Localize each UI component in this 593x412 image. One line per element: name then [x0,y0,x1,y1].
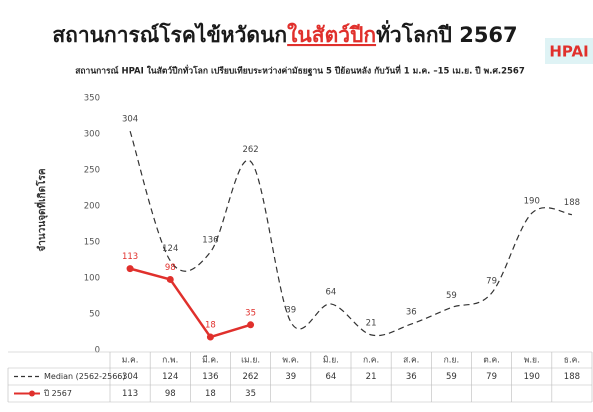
x-tick-label: ส.ค. [403,356,419,366]
table-value: 262 [242,372,258,382]
y-tick-label: 150 [84,238,100,248]
data-label: 124 [162,244,178,254]
y-tick-label: 350 [84,94,100,104]
marker [126,265,134,273]
badge-box [545,38,593,64]
data-label: 79 [486,277,497,287]
table-value: 35 [245,389,256,399]
data-label: 262 [242,145,258,155]
y-tick-label: 200 [84,202,100,212]
y-tick-label: 100 [84,274,100,284]
x-tick-label: ก.ค. [363,356,379,366]
x-tick-label: พ.ค. [282,356,299,366]
table-value: 124 [162,372,178,382]
title-highlight: ในสัตว์ปีก [287,22,376,47]
data-label: 304 [122,115,138,125]
badge: HPAI [549,43,588,61]
data-label: 35 [245,308,256,318]
marker [206,333,214,341]
table-value: 36 [406,372,417,382]
table-value: 79 [486,372,497,382]
table-value: 21 [366,372,377,382]
table-value: 190 [524,372,540,382]
x-tick-label: ธ.ค. [564,356,580,366]
table-value: 18 [205,389,216,399]
table-value: 59 [446,372,457,382]
x-tick-label: เม.ย. [241,356,260,366]
data-label: 113 [122,252,138,262]
y-tick-label: 50 [89,310,100,320]
y-tick-label: 0 [95,346,100,356]
legend-label: Median (2562-2566) [44,372,126,381]
data-label: 188 [564,198,580,208]
chart-title: สถานการณ์โรคไข้หวัดนกในสัตว์ปีกทั่วโลกปี… [52,19,517,47]
table-value: 98 [165,389,176,399]
table-value: 39 [285,372,296,382]
data-label: 39 [285,305,296,315]
x-tick-label: ต.ค. [483,356,500,366]
legend-marker [29,390,35,397]
data-label: 190 [524,197,540,207]
marker [166,275,174,283]
x-tick-label: มิ.ย. [323,356,339,366]
data-label: 59 [446,291,457,301]
data-label: 64 [326,287,337,297]
subtitle: สถานการณ์ HPAI ในสัตว์ปีกทั่วโลก เปรียบเ… [75,64,525,77]
title-part: ทั่วโลกปี 2567 [376,19,518,47]
y-tick-label: 250 [84,166,100,176]
x-tick-label: ก.พ. [162,356,178,366]
data-label: 21 [366,318,377,328]
data-label: 18 [205,321,216,331]
data-label: 36 [406,308,417,318]
title-part: สถานการณ์โรคไข้หวัดนก [52,22,287,47]
series-line [129,130,573,337]
x-tick-label: ก.ย. [444,356,460,366]
series-line [129,267,251,339]
table-value: 136 [202,372,218,382]
table-value: 304 [122,372,138,382]
marker [247,321,255,329]
data-label: 98 [165,263,176,273]
y-axis-label: จำนวนจุดที่เกิดโรค [34,168,48,251]
x-tick-label: ม.ค. [122,356,139,366]
x-tick-label: พ.ย. [524,356,540,366]
table-value: 64 [326,372,337,382]
x-tick-label: มี.ค. [202,355,219,366]
y-tick-label: 300 [84,130,100,140]
table-value: 113 [122,389,138,399]
legend-label: ปี 2567 [43,389,72,398]
table-value: 188 [564,372,580,382]
data-label: 136 [202,236,218,246]
